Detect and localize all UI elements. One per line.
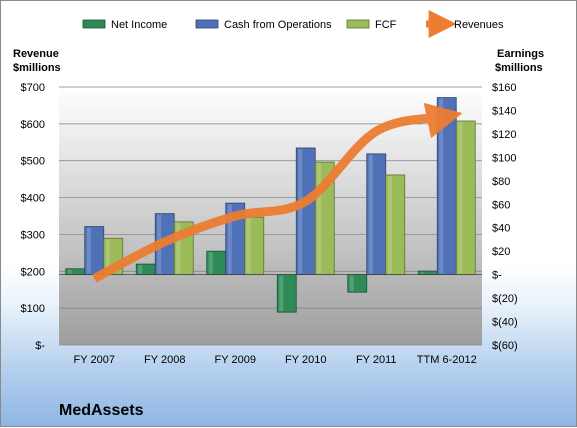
- left-axis-label-line2: $millions: [13, 62, 61, 74]
- left-tick-label: $200: [21, 266, 45, 278]
- left-tick-label: $500: [21, 156, 45, 168]
- right-tick-label: $80: [492, 176, 510, 188]
- right-tick-label: $(60): [492, 340, 518, 352]
- bar-highlight: [176, 223, 180, 274]
- left-tick-label: $300: [21, 229, 45, 241]
- legend-swatch: [196, 20, 218, 28]
- legend: Net Income Cash from Operations FCF Revenue…: [83, 19, 504, 31]
- legend-label: Net Income: [111, 19, 167, 31]
- bar-highlight: [317, 163, 321, 274]
- right-tick-label: $(20): [492, 293, 518, 305]
- bar-highlight: [458, 122, 462, 274]
- x-tick-label: FY 2007: [74, 354, 115, 366]
- right-tick-label: $60: [492, 199, 510, 211]
- bar-highlight: [209, 252, 213, 273]
- legend-label: Cash from Operations: [224, 19, 332, 31]
- x-tick-label: FY 2009: [215, 354, 256, 366]
- x-tick-label: TTM 6-2012: [417, 354, 477, 366]
- bar-highlight: [68, 270, 72, 274]
- right-tick-label: $(40): [492, 317, 518, 329]
- bar-highlight: [247, 218, 251, 273]
- left-axis-ticks: $- $100 $200 $300 $400 $500 $600 $700: [21, 82, 46, 352]
- bar-highlight: [439, 99, 443, 274]
- left-tick-label: $-: [35, 340, 45, 352]
- x-tick-label: FY 2011: [356, 354, 397, 366]
- left-tick-label: $400: [21, 193, 45, 205]
- x-tick-label: FY 2010: [285, 354, 326, 366]
- plot-area: [59, 87, 482, 345]
- right-tick-label: $120: [492, 129, 516, 141]
- right-axis-ticks: $(60) $(40) $(20) $- $20 $40 $60 $80 $100 $120 $14…: [492, 82, 518, 352]
- right-tick-label: $-: [492, 270, 502, 282]
- right-tick-label: $20: [492, 246, 510, 258]
- right-tick-label: $100: [492, 152, 516, 164]
- legend-label: Revenues: [454, 19, 504, 31]
- right-axis-label-line2: $millions: [495, 62, 543, 74]
- bar-highlight: [350, 276, 354, 292]
- chart-title: MedAssets: [59, 402, 144, 419]
- legend-swatch: [347, 20, 369, 28]
- right-tick-label: $140: [492, 105, 516, 117]
- bar-highlight: [388, 176, 392, 274]
- legend-label: FCF: [375, 19, 397, 31]
- right-tick-label: $160: [492, 82, 516, 94]
- bar-highlight: [87, 228, 91, 274]
- bar-highlight: [369, 155, 373, 274]
- x-tick-label: FY 2008: [144, 354, 185, 366]
- legend-swatch: [83, 20, 105, 28]
- left-tick-label: $600: [21, 119, 45, 131]
- left-tick-label: $700: [21, 82, 45, 94]
- bar-highlight: [298, 149, 302, 274]
- x-axis-ticks: FY 2007 FY 2008 FY 2009 FY 2010 FY 2011 TTM 6…: [74, 354, 477, 366]
- bar-highlight: [138, 265, 142, 274]
- left-axis-label-line1: Revenue: [13, 48, 59, 60]
- right-axis-label-line1: Earnings: [497, 48, 544, 60]
- bar-highlight: [420, 272, 424, 274]
- bar-highlight: [279, 276, 283, 312]
- left-tick-label: $100: [21, 303, 45, 315]
- right-tick-label: $40: [492, 223, 510, 235]
